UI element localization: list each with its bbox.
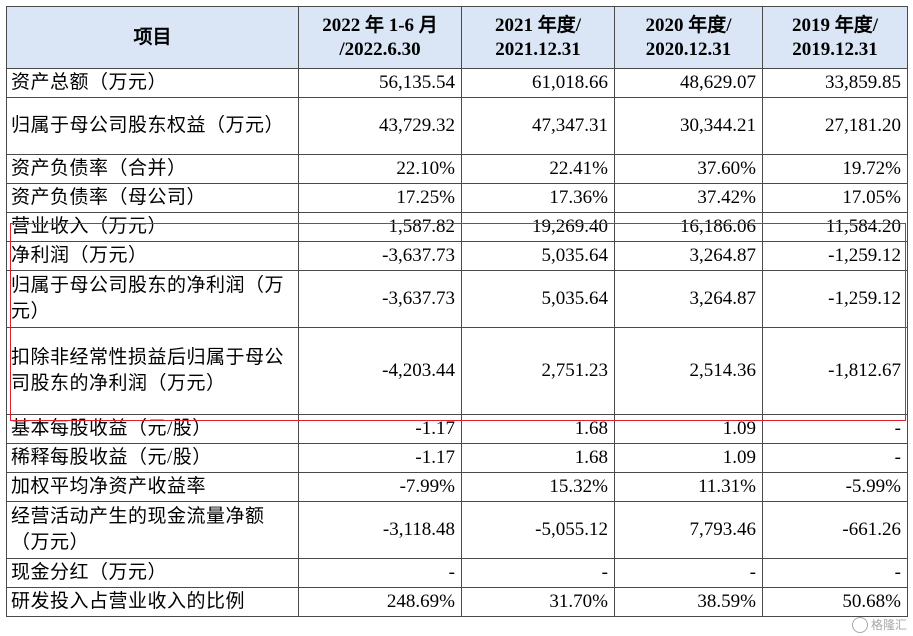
row-label: 营业收入（万元）: [6, 212, 299, 242]
cell-value: -: [614, 558, 763, 588]
row-label: 基本每股收益（元/股）: [6, 414, 299, 444]
cell-value: -4,203.44: [298, 327, 462, 415]
table-row: 资产负债率（母公司） 17.25% 17.36% 37.42% 17.05%: [6, 183, 908, 213]
cell-value: 5,035.64: [461, 270, 615, 328]
cell-value: 22.10%: [298, 154, 462, 184]
table-row: 稀释每股收益（元/股） -1.17 1.68 1.09-: [6, 443, 908, 473]
cell-value: 11.31%: [614, 472, 763, 502]
cell-value: -1.17: [298, 443, 462, 473]
cell-value: 37.60%: [614, 154, 763, 184]
table-row: 营业收入（万元） 1,587.82 19,269.40 16,186.06 11,584…: [6, 212, 908, 242]
cell-value: 19,269.40: [461, 212, 615, 242]
cell-value: 50.68%: [762, 587, 908, 617]
row-label: 资产总额（万元）: [6, 68, 299, 98]
cell-value: 48,629.07: [614, 68, 763, 98]
cell-value: -1,812.67: [762, 327, 908, 415]
table-row: 净利润（万元） -3,637.73 5,035.64 3,264.87 -1,259.1…: [6, 241, 908, 271]
cell-value: -3,637.73: [298, 241, 462, 271]
cell-value: 11,584.20: [762, 212, 908, 242]
cell-value: 17.25%: [298, 183, 462, 213]
table-row: 资产总额（万元） 56,135.54 61,018.66 48,629.07 33,85…: [6, 68, 908, 98]
row-label: 归属于母公司股东权益（万元）: [6, 97, 299, 155]
row-label: 现金分红（万元）: [6, 558, 299, 588]
cell-value: 1,587.82: [298, 212, 462, 242]
cell-value: 37.42%: [614, 183, 763, 213]
cell-value: 16,186.06: [614, 212, 763, 242]
cell-value: 1.68: [461, 443, 615, 473]
row-label: 净利润（万元）: [6, 241, 299, 271]
cell-value: -7.99%: [298, 472, 462, 502]
table-row: 研发投入占营业收入的比例 248.69% 31.70% 38.59% 50.68%: [6, 587, 908, 617]
cell-value: 33,859.85: [762, 68, 908, 98]
row-label: 加权平均净资产收益率: [6, 472, 299, 502]
cell-value: 1.68: [461, 414, 615, 444]
table-row: 资产负债率（合并） 22.10% 22.41% 37.60% 19.72%: [6, 154, 908, 184]
cell-value: -: [762, 443, 908, 473]
cell-value: 38.59%: [614, 587, 763, 617]
table-row: 基本每股收益（元/股） -1.17 1.68 1.09-: [6, 414, 908, 444]
table-row: 加权平均净资产收益率 -7.99% 15.32% 11.31% -5.99%: [6, 472, 908, 502]
watermark: 格隆汇: [851, 616, 907, 633]
row-label: 稀释每股收益（元/股）: [6, 443, 299, 473]
cell-value: 15.32%: [461, 472, 615, 502]
cell-value: 248.69%: [298, 587, 462, 617]
cell-value: 7,793.46: [614, 501, 763, 559]
row-label: 归属于母公司股东的净利润（万元）: [6, 270, 299, 328]
table-row: 归属于母公司股东的净利润（万元） -3,637.73 5,035.64 3,264.8…: [6, 270, 908, 328]
table-row: 现金分红（万元） - - - -: [6, 558, 908, 588]
cell-value: 19.72%: [762, 154, 908, 184]
cell-value: 1.09: [614, 443, 763, 473]
cell-value: 5,035.64: [461, 241, 615, 271]
financial-table: 项目 2022 年 1-6 月 /2022.6.30 2021 年度/ 2021…: [6, 6, 908, 617]
table-row: 扣除非经常性损益后归属于母公司股东的净利润（万元） -4,203.44 2,751.…: [6, 327, 908, 415]
header-row: 项目 2022 年 1-6 月 /2022.6.30 2021 年度/ 2021…: [6, 6, 908, 69]
cell-value: -1,259.12: [762, 270, 908, 328]
cell-value: 56,135.54: [298, 68, 462, 98]
header-2022h1: 2022 年 1-6 月 /2022.6.30: [298, 6, 462, 69]
table-row: 归属于母公司股东权益（万元） 43,729.32 47,347.31 30,344.2…: [6, 97, 908, 155]
cell-value: -1,259.12: [762, 241, 908, 271]
header-item: 项目: [6, 6, 299, 69]
cell-value: -5.99%: [762, 472, 908, 502]
cell-value: 31.70%: [461, 587, 615, 617]
header-2020: 2020 年度/ 2020.12.31: [614, 6, 763, 69]
cell-value: -: [461, 558, 615, 588]
header-2021: 2021 年度/ 2021.12.31: [461, 6, 615, 69]
table-row: 经营活动产生的现金流量净额（万元） -3,118.48 -5,055.12 7,793…: [6, 501, 908, 559]
cell-value: 2,514.36: [614, 327, 763, 415]
cell-value: -5,055.12: [461, 501, 615, 559]
row-label: 资产负债率（母公司）: [6, 183, 299, 213]
cell-value: 43,729.32: [298, 97, 462, 155]
cell-value: 17.05%: [762, 183, 908, 213]
cell-value: 17.36%: [461, 183, 615, 213]
row-label: 资产负债率（合并）: [6, 154, 299, 184]
cell-value: -3,118.48: [298, 501, 462, 559]
cell-value: -: [762, 558, 908, 588]
header-2019: 2019 年度/ 2019.12.31: [762, 6, 908, 69]
cell-value: -661.26: [762, 501, 908, 559]
cell-value: 3,264.87: [614, 241, 763, 271]
cell-value: 22.41%: [461, 154, 615, 184]
document-page: 项目 2022 年 1-6 月 /2022.6.30 2021 年度/ 2021…: [6, 6, 908, 617]
row-label: 研发投入占营业收入的比例: [6, 587, 299, 617]
cell-value: 3,264.87: [614, 270, 763, 328]
row-label: 经营活动产生的现金流量净额（万元）: [6, 501, 299, 559]
cell-value: 61,018.66: [461, 68, 615, 98]
cell-value: -3,637.73: [298, 270, 462, 328]
cell-value: 2,751.23: [461, 327, 615, 415]
watermark-text: 格隆汇: [870, 618, 907, 632]
row-label: 扣除非经常性损益后归属于母公司股东的净利润（万元）: [6, 327, 299, 415]
cell-value: -: [762, 414, 908, 444]
watermark-logo-icon: [851, 616, 868, 633]
cell-value: 1.09: [614, 414, 763, 444]
cell-value: 47,347.31: [461, 97, 615, 155]
cell-value: -: [298, 558, 462, 588]
cell-value: -1.17: [298, 414, 462, 444]
cell-value: 30,344.21: [614, 97, 763, 155]
cell-value: 27,181.20: [762, 97, 908, 155]
